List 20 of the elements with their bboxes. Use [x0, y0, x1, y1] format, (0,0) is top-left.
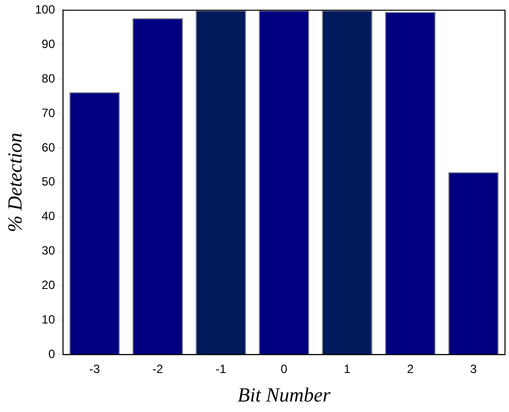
- x-tick-label: 2: [406, 362, 414, 376]
- y-tick-label: 0: [48, 346, 56, 361]
- y-tick-label: 50: [42, 174, 56, 189]
- x-tick-label: 3: [470, 362, 478, 376]
- y-tick-label: 10: [42, 312, 56, 326]
- x-tick-label: 1: [344, 362, 351, 376]
- x-tick-label: -2: [152, 362, 164, 376]
- y-tick-label: 90: [42, 36, 56, 51]
- x-tick-label: 0: [280, 362, 288, 376]
- y-tick-label: 60: [42, 140, 56, 154]
- y-tick-label: 40: [42, 209, 56, 224]
- y-tick-label: 80: [42, 71, 56, 86]
- y-tick-label: 30: [42, 244, 56, 258]
- x-axis-title: Bit Number: [238, 384, 331, 406]
- y-tick-label: 100: [34, 2, 56, 17]
- y-tick-label: 70: [42, 106, 56, 120]
- y-tick-label: 20: [42, 278, 56, 292]
- x-tick-label: -1: [216, 362, 227, 376]
- y-axis-title: % Detection: [4, 132, 26, 232]
- x-tick-label: -3: [89, 362, 100, 376]
